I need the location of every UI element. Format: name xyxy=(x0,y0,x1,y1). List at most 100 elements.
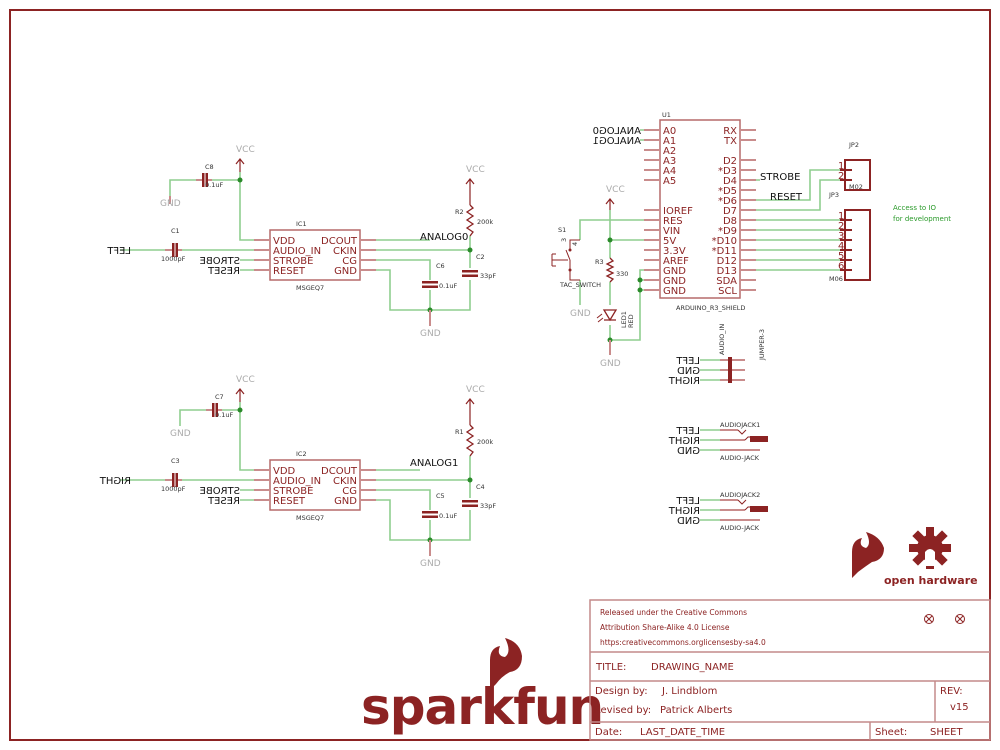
jp2-pin-2: 2 xyxy=(838,171,844,182)
vcc-arrow-icon xyxy=(235,158,245,172)
r3-value: 330 xyxy=(616,270,628,278)
u1-pin-label: *D3 xyxy=(718,166,737,177)
jp3-connector[interactable] xyxy=(844,209,871,281)
u1-ref: U1 xyxy=(662,111,671,119)
c1-value: 1000pF xyxy=(161,255,186,263)
u1-pin-label: D7 xyxy=(723,206,737,217)
rev-label: REV: xyxy=(940,686,963,697)
ic2-pin-ckin: CKIN xyxy=(333,476,357,487)
ic1-body[interactable] xyxy=(269,229,361,281)
jp3-pin-4: 4 xyxy=(838,241,844,252)
net-analog0: ANALOG0 xyxy=(420,232,468,243)
jack-plug-icon[interactable] xyxy=(750,506,768,512)
u1-pin-label: GND xyxy=(663,286,686,297)
capacitor-c8[interactable] xyxy=(196,173,212,187)
fiducial-icon xyxy=(924,614,934,624)
vcc-label: VCC xyxy=(466,385,485,395)
r1-value: 200k xyxy=(477,438,493,446)
u1-pin-label: 5V xyxy=(663,236,676,247)
u1-pin-label: A2 xyxy=(663,146,676,157)
net-analog1: ANALOG1 xyxy=(593,136,641,147)
s1-pin3: 3 xyxy=(560,238,568,242)
jumper-bar[interactable] xyxy=(728,357,732,383)
wire xyxy=(700,359,720,381)
switch-s1[interactable] xyxy=(551,239,580,281)
reviser: Patrick Alberts xyxy=(660,705,732,716)
junction xyxy=(637,277,643,283)
led1-ref: LED1 xyxy=(620,311,628,328)
ic2-body[interactable] xyxy=(269,459,361,511)
capacitor-c3[interactable] xyxy=(165,473,182,487)
u1-pin-label: A3 xyxy=(663,156,676,167)
capacitor-c5[interactable] xyxy=(422,511,438,518)
c7-value: 0.1uF xyxy=(215,411,233,419)
resistor-r3[interactable] xyxy=(605,257,615,283)
c8-value: 0.1uF xyxy=(205,181,223,189)
r2-value: 200k xyxy=(477,218,493,226)
u1-pin-label: D13 xyxy=(717,266,737,277)
ic2-pin-cg: CG xyxy=(342,486,357,497)
wire xyxy=(756,219,840,271)
resistor-r1[interactable] xyxy=(465,424,475,457)
net-right: RIGHT xyxy=(99,476,131,487)
gnd-label: GND xyxy=(170,429,191,439)
wire xyxy=(609,210,644,341)
vcc-arrow-icon xyxy=(235,388,245,402)
audio-in-value: JUMPER-3 xyxy=(758,329,766,361)
u1-pin-label: SDA xyxy=(716,276,737,287)
vcc-label: VCC xyxy=(606,185,625,195)
c8-ref: C8 xyxy=(205,163,214,171)
ic2-pin-reset: RESET xyxy=(273,496,306,507)
ic2-pin-vdd: VDD xyxy=(273,466,296,477)
jp3-pin-6: 6 xyxy=(838,261,844,272)
license-line1: Released under the Creative Commons xyxy=(600,608,747,617)
u1-pin-label: VIN xyxy=(663,226,680,237)
jack1-ref: AUDIOJACK1 xyxy=(720,421,760,429)
ic1-block: IC1 MSGEQ7 VDD AUDIO_IN STROBE RESET DCO… xyxy=(107,145,497,339)
led1[interactable] xyxy=(596,309,618,323)
capacitor-c4[interactable] xyxy=(462,500,478,507)
jack-plug-icon[interactable] xyxy=(750,436,768,442)
capacitor-c1[interactable] xyxy=(165,243,182,257)
capacitor-c2[interactable] xyxy=(462,270,478,277)
wire xyxy=(239,172,254,241)
sheet-value: SHEET xyxy=(930,727,964,738)
s1-ref: S1 xyxy=(558,226,566,234)
net-strobe: STROBE xyxy=(200,256,240,267)
resistor-r2[interactable] xyxy=(465,204,475,237)
net-analog0: ANALOG0 xyxy=(593,126,641,137)
note-line1: Access to IO xyxy=(893,204,937,212)
ic1-pin-strobe: STROBE xyxy=(273,256,313,267)
jp2-connector[interactable] xyxy=(844,159,871,191)
r2-ref: R2 xyxy=(455,208,464,216)
u1-pin-label: *D9 xyxy=(718,226,737,237)
net-reset: RESET xyxy=(207,496,240,507)
capacitor-c7[interactable] xyxy=(206,403,222,417)
junction xyxy=(637,287,643,293)
jp3-pin-2: 2 xyxy=(838,221,844,232)
vcc-label: VCC xyxy=(236,145,255,155)
net-gnd: GND xyxy=(677,516,700,527)
u1-pin-label: GND xyxy=(663,266,686,277)
vcc-arrow-icon xyxy=(465,398,475,425)
vcc-arrow-icon xyxy=(605,198,615,210)
u1-pin-label: *D5 xyxy=(718,186,737,197)
wire xyxy=(376,236,471,311)
title-block: Released under the Creative Commons Attr… xyxy=(589,599,991,741)
net-analog1: ANALOG1 xyxy=(410,458,458,469)
led1-value: RED xyxy=(627,314,635,328)
jp2-ref: JP2 xyxy=(848,141,859,149)
junction xyxy=(237,407,243,413)
ic1-pin-ckin: CKIN xyxy=(333,246,357,257)
u1-pin-label: D4 xyxy=(723,176,737,187)
wire xyxy=(700,499,720,521)
jp3-pin-5: 5 xyxy=(838,251,844,262)
sparkfun-flame-icon xyxy=(490,638,522,690)
capacitor-c6[interactable] xyxy=(422,281,438,288)
sparkfun-logo: sparkfun xyxy=(361,638,604,736)
u1-pin-label: A4 xyxy=(663,166,676,177)
net-strobe: STROBE xyxy=(760,172,800,183)
ic2-pin-audio-in: AUDIO_IN xyxy=(273,476,321,487)
audio-jack-1: AUDIOJACK1 AUDIO-JACK LEFT RIGHT GND xyxy=(668,421,768,462)
ic1-ref: IC1 xyxy=(296,220,307,228)
